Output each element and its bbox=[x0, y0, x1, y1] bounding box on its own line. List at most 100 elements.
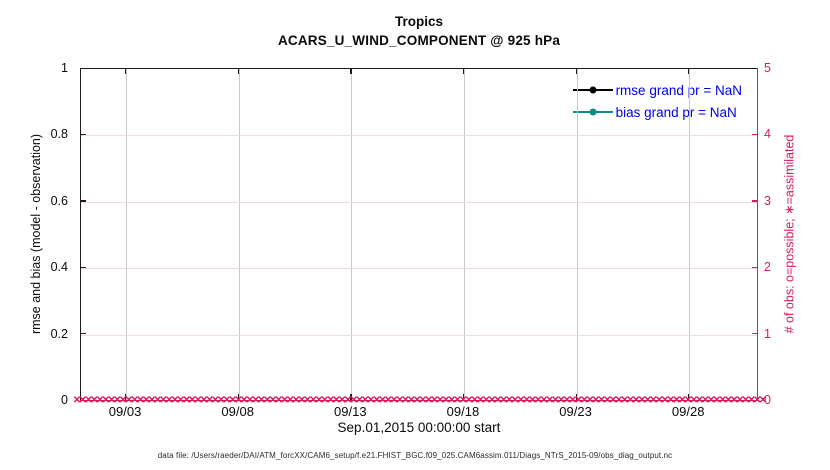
obs-marker-icon: ✕ bbox=[176, 394, 185, 406]
obs-marker-icon: ✕ bbox=[234, 394, 243, 406]
obs-marker-icon: ✕ bbox=[729, 394, 739, 406]
obs-marker-icon: ✕ bbox=[199, 394, 209, 406]
x-tick-label: 09/13 bbox=[334, 404, 367, 419]
legend-label: bias grand pr = NaN bbox=[615, 104, 737, 120]
obs-marker-icon: ✕ bbox=[706, 394, 716, 406]
obs-marker-icon: ✕ bbox=[141, 394, 151, 406]
obs-marker-icon: ✕ bbox=[407, 394, 416, 406]
h-gridline bbox=[81, 135, 758, 137]
obs-marker-icon: ✕ bbox=[557, 394, 566, 406]
obs-marker-icon: ✕ bbox=[655, 394, 664, 406]
obs-marker-icon: ✕ bbox=[401, 394, 410, 406]
x-tick-label: 09/23 bbox=[559, 404, 592, 419]
obs-marker-icon: ✕ bbox=[389, 394, 399, 406]
obs-marker-icon: ✕ bbox=[72, 394, 82, 406]
obs-marker-icon: ✕ bbox=[280, 394, 289, 406]
chart-region-title: Tropics bbox=[394, 14, 443, 29]
obs-marker-icon: ✕ bbox=[459, 394, 468, 406]
v-gridline bbox=[126, 69, 128, 400]
obs-marker-icon: ✕ bbox=[505, 394, 514, 406]
legend: rmse grand pr = NaN bias grand pr = NaN bbox=[572, 79, 742, 123]
obs-marker-icon: ✕ bbox=[297, 394, 307, 406]
obs-marker-icon: ✕ bbox=[372, 394, 381, 406]
obs-marker-icon: ✕ bbox=[597, 394, 606, 406]
y-tick-mark-left bbox=[80, 133, 86, 136]
y-tick-mark-left bbox=[80, 200, 86, 202]
obs-count-marker-band: ✕ ✕ ✕ ✕ ✕ ✕ ✕ ✕ ✕ ✕ ✕ ✕ ✕ ✕ ✕ ✕ ✕ ✕ ✕ ✕ ✕ ✕ ✕ ✕ ✕ ✕ ✕ ✕ ✕ ✕ ✕ ✕ ✕ ✕ ✕ ✕ ✕ ✕ ✕ ✕… bbox=[73, 394, 767, 407]
x-tick-mark-bottom bbox=[125, 394, 127, 400]
obs-marker-icon: ✕ bbox=[522, 394, 531, 406]
obs-marker-icon: ✕ bbox=[332, 394, 341, 406]
obs-marker-icon: ✕ bbox=[118, 394, 128, 406]
obs-marker-icon: ✕ bbox=[666, 394, 675, 406]
x-axis-label: Sep.01,2015 00:00:00 start bbox=[337, 420, 501, 435]
v-gridline bbox=[576, 69, 578, 400]
obs-marker-icon: ✕ bbox=[355, 394, 364, 406]
obs-marker-icon: ✕ bbox=[528, 394, 537, 406]
obs-marker-icon: ✕ bbox=[568, 394, 577, 406]
obs-marker-icon: ✕ bbox=[718, 394, 727, 406]
y-tick-mark-right bbox=[752, 133, 758, 136]
x-tick-mark-top bbox=[575, 68, 577, 74]
right-axis-line bbox=[756, 68, 759, 401]
legend-line-sample bbox=[572, 86, 613, 94]
obs-marker-icon: ✕ bbox=[660, 394, 670, 406]
obs-marker-icon: ✕ bbox=[470, 394, 479, 406]
h-gridline bbox=[81, 334, 758, 336]
h-gridline bbox=[81, 201, 758, 203]
obs-marker-icon: ✕ bbox=[672, 394, 681, 406]
v-gridline bbox=[689, 69, 691, 400]
obs-marker-icon: ✕ bbox=[464, 394, 474, 406]
x-tick-mark-bottom bbox=[350, 394, 352, 400]
chart-variable-title: ACARS_U_WIND_COMPONENT @ 925 hPa bbox=[277, 33, 561, 48]
obs-marker-icon: ✕ bbox=[562, 394, 572, 406]
h-gridline bbox=[81, 268, 758, 270]
right-y-axis-label: # of obs: o=possible; ∗=assimilated bbox=[782, 134, 797, 334]
obs-marker-icon: ✕ bbox=[361, 394, 370, 406]
obs-marker-icon: ✕ bbox=[631, 394, 641, 406]
v-gridline bbox=[238, 69, 240, 400]
obs-marker-icon: ✕ bbox=[113, 394, 122, 406]
y-tick-label-right: 2 bbox=[764, 260, 771, 275]
y-tick-label-left: 0 bbox=[61, 393, 68, 407]
left-y-axis-label: rmse and bias (model - observation) bbox=[29, 133, 43, 335]
obs-marker-icon: ✕ bbox=[84, 394, 93, 406]
obs-marker-icon: ✕ bbox=[753, 394, 762, 406]
x-tick-mark-bottom bbox=[462, 394, 465, 400]
x-tick-mark-top bbox=[462, 68, 465, 74]
obs-marker-icon: ✕ bbox=[476, 394, 485, 406]
obs-marker-icon: ✕ bbox=[268, 394, 278, 406]
obs-marker-icon: ✕ bbox=[384, 394, 393, 406]
obs-marker-icon: ✕ bbox=[585, 394, 595, 406]
y-tick-mark-left bbox=[80, 333, 86, 335]
obs-marker-icon: ✕ bbox=[516, 394, 526, 406]
obs-marker-icon: ✕ bbox=[95, 394, 105, 406]
obs-marker-icon: ✕ bbox=[487, 394, 497, 406]
obs-marker-icon: ✕ bbox=[678, 394, 687, 406]
obs-marker-icon: ✕ bbox=[510, 394, 520, 406]
y-tick-mark-right bbox=[752, 200, 758, 202]
obs-marker-icon: ✕ bbox=[239, 394, 249, 406]
obs-marker-icon: ✕ bbox=[626, 394, 635, 406]
obs-marker-icon: ✕ bbox=[326, 394, 335, 406]
bottom-axis-line bbox=[80, 399, 758, 401]
obs-marker-icon: ✕ bbox=[614, 394, 624, 406]
obs-marker-icon: ✕ bbox=[349, 394, 358, 406]
obs-marker-icon: ✕ bbox=[303, 394, 312, 406]
x-tick-mark-top bbox=[688, 68, 690, 74]
obs-marker-icon: ✕ bbox=[493, 394, 503, 406]
obs-marker-icon: ✕ bbox=[188, 394, 197, 406]
y-tick-label-left: 0.8 bbox=[50, 127, 68, 142]
obs-marker-icon: ✕ bbox=[343, 394, 353, 406]
y-tick-mark-right bbox=[752, 333, 758, 335]
obs-marker-icon: ✕ bbox=[211, 394, 220, 406]
obs-marker-icon: ✕ bbox=[320, 394, 330, 406]
obs-marker-icon: ✕ bbox=[147, 394, 157, 406]
obs-marker-icon: ✕ bbox=[482, 394, 491, 406]
obs-marker-icon: ✕ bbox=[580, 394, 589, 406]
obs-marker-icon: ✕ bbox=[499, 394, 508, 406]
x-tick-label: 09/08 bbox=[221, 404, 254, 419]
obs-marker-icon: ✕ bbox=[90, 394, 99, 406]
obs-marker-icon: ✕ bbox=[747, 394, 756, 406]
obs-marker-icon: ✕ bbox=[245, 394, 255, 406]
